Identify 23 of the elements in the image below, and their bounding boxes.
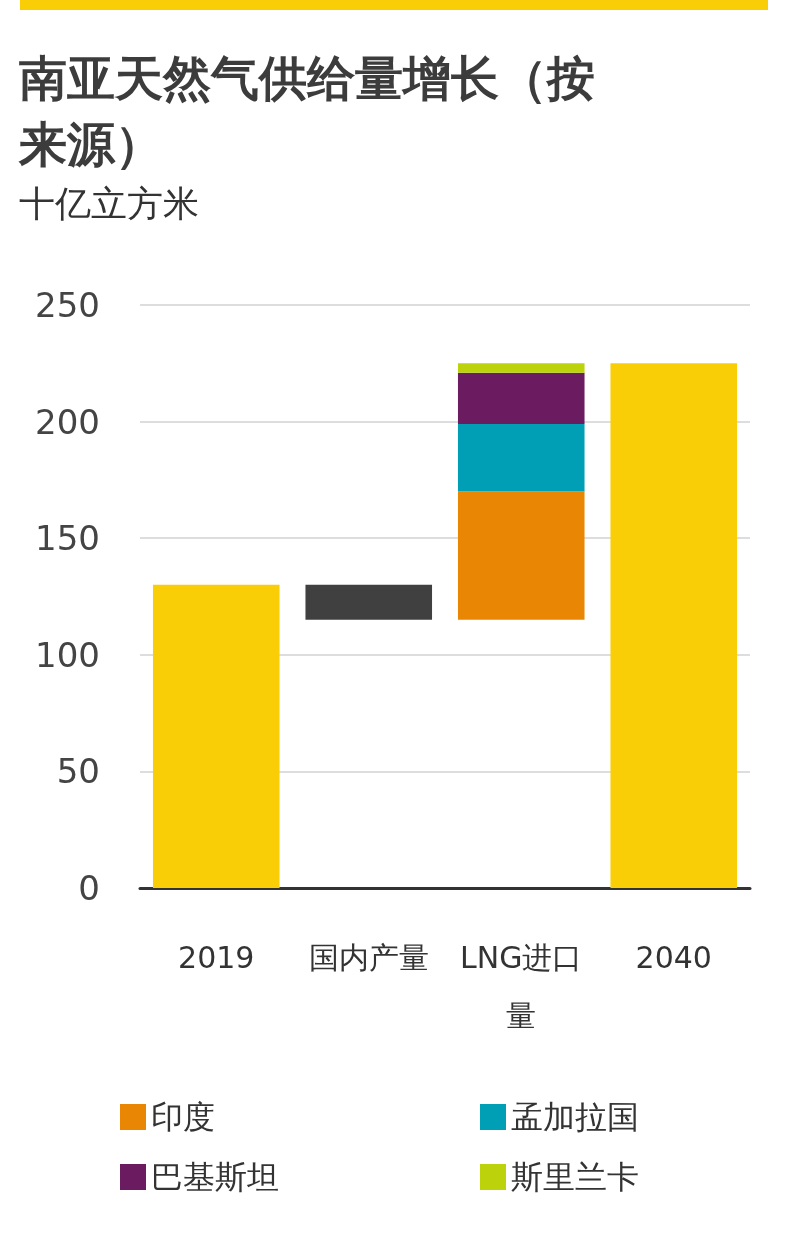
bar xyxy=(457,363,585,373)
bar xyxy=(457,372,585,424)
bar xyxy=(152,584,280,888)
y-tick-label: 50 xyxy=(56,751,100,792)
y-tick-label: 0 xyxy=(78,868,100,908)
y-tick-label: 100 xyxy=(35,634,100,675)
bar xyxy=(305,584,433,620)
chart-subtitle: 十亿立方米 xyxy=(19,182,199,224)
legend-label: 斯里兰卡 xyxy=(511,1158,639,1196)
legend-label: 孟加拉国 xyxy=(511,1098,639,1136)
x-tick-label: 2040 xyxy=(635,939,712,975)
bar xyxy=(457,491,585,620)
x-tick-label: 2019 xyxy=(178,939,255,975)
bar xyxy=(610,363,738,888)
y-tick-label: 200 xyxy=(35,401,100,442)
x-tick-label: LNG进口量 xyxy=(460,939,583,1033)
y-tick-label: 150 xyxy=(35,518,100,559)
legend-label: 巴基斯坦 xyxy=(151,1158,279,1196)
legend-label: 印度 xyxy=(151,1098,215,1136)
x-tick-label: 国内产量 xyxy=(308,939,429,975)
chart-title: 南亚天然气供给量增长（按来源） xyxy=(18,50,595,172)
y-tick-label: 250 xyxy=(35,285,100,325)
bar xyxy=(457,423,585,492)
